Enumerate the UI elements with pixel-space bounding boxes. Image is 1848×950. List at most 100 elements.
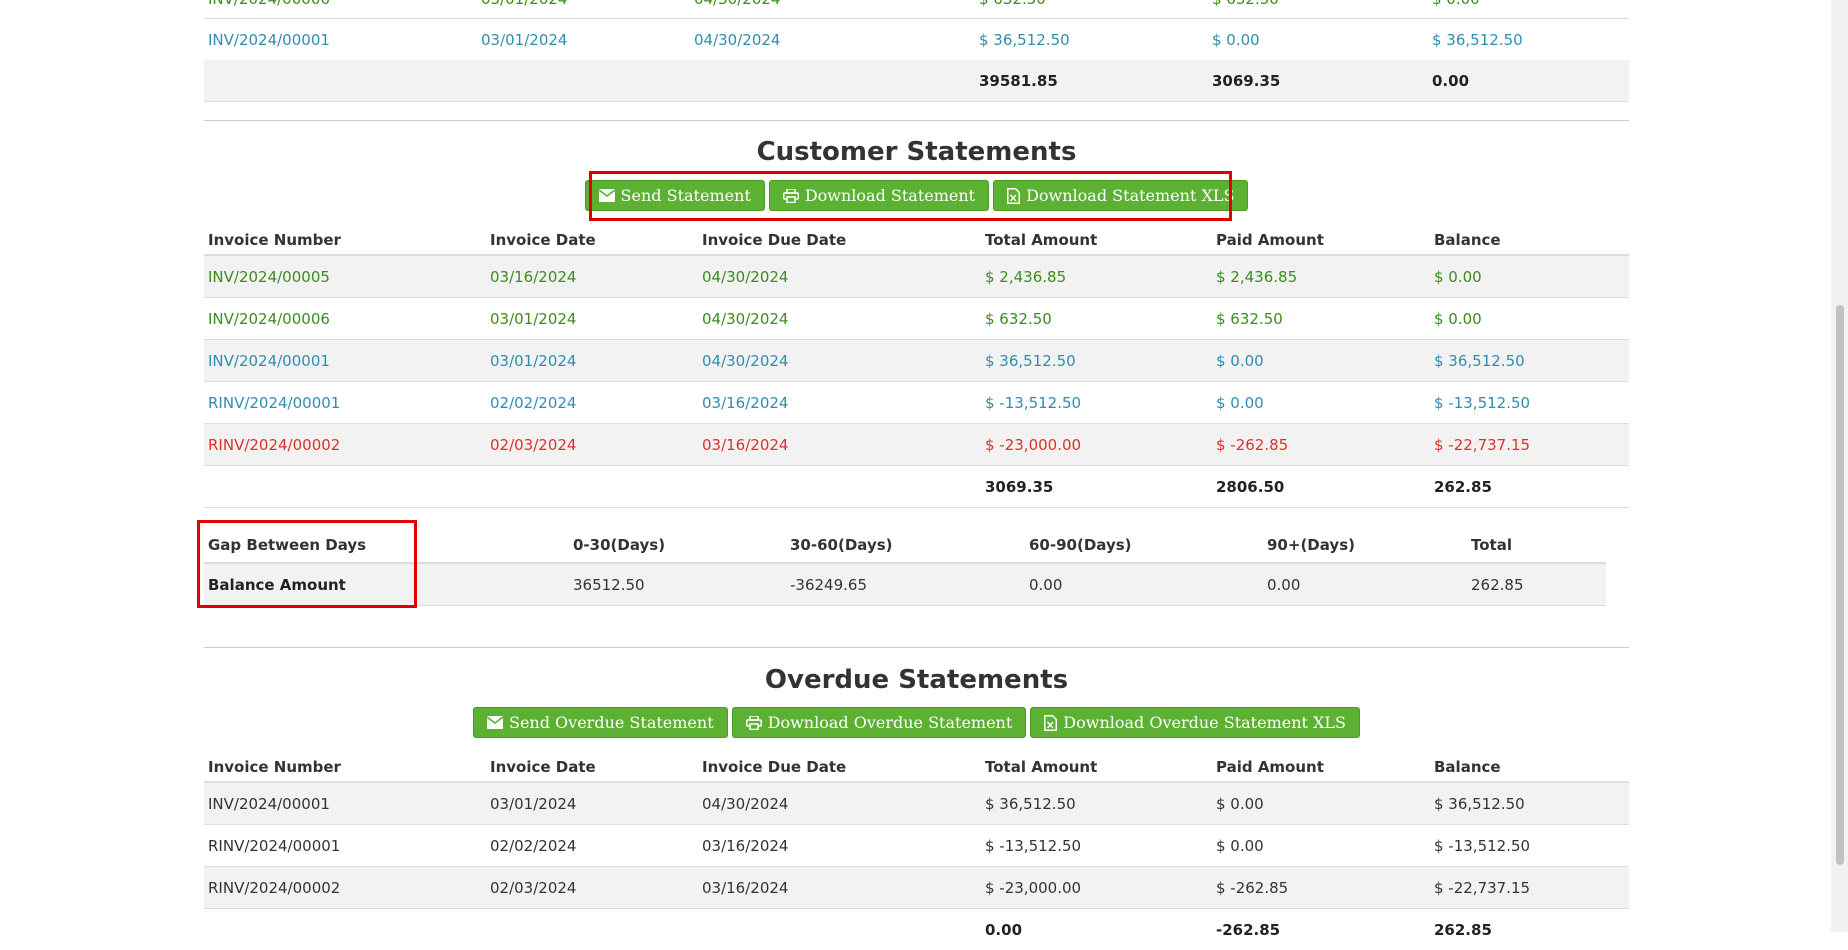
paid-amount: $ 2,436.85 [1216,267,1298,286]
row-divider [204,465,1629,466]
header-divider [204,562,1606,564]
table-row[interactable]: RINV/2024/00001 02/02/2024 03/16/2024 $ -13… [204,825,1629,866]
invoice-link[interactable]: RINV/2024/00001 [208,393,341,412]
invoice-link[interactable]: RINV/2024/00002 [208,878,341,897]
col-paid-amount: Paid Amount [1216,757,1324,776]
row-divider [204,824,1629,825]
invoice-link[interactable]: INV/2024/00001 [208,794,330,813]
due-date: 04/30/2024 [702,309,789,328]
row-divider [204,101,1629,102]
total-amount: $ 36,512.50 [985,351,1076,370]
download-overdue-statement-xls-button[interactable]: Download Overdue Statement XLS [1030,707,1360,738]
balance-sum: 262.85 [1434,920,1492,939]
invoice-link[interactable]: RINV/2024/00001 [208,836,341,855]
col-invoice-due-date: Invoice Due Date [702,230,847,249]
button-label: Download Statement XLS [1026,186,1235,205]
table-row[interactable]: RINV/2024/00002 02/03/2024 03/16/2024 $ -23… [204,867,1629,908]
due-date: 03/16/2024 [702,836,789,855]
balance-sum: 262.85 [1434,477,1492,496]
overdue-statement-actions: Send Overdue Statement Download Overdue … [204,707,1629,738]
col-total-amount: Total Amount [985,230,1098,249]
col-0-30-days: 0-30(Days) [573,536,666,554]
paid-amount: $ -262.85 [1216,435,1289,454]
customer-statement-actions: Send Statement Download Statement Downlo… [204,180,1629,211]
total-sum: 3069.35 [985,477,1054,496]
send-statement-button[interactable]: Send Statement [584,180,765,211]
invoice-date: 02/02/2024 [490,836,577,855]
button-label: Send Statement [620,186,751,205]
customer-table-header: Invoice Number Invoice Date Invoice Due … [204,219,1629,260]
total-amount: $ 632.50 [979,0,1046,19]
invoice-link[interactable]: INV/2024/00001 [208,30,330,49]
balance: $ 0.00 [1432,0,1480,19]
balance: $ 36,512.50 [1432,30,1523,49]
col-total-amount: Total Amount [985,757,1098,776]
table-row[interactable]: INV/2024/00005 03/16/2024 04/30/2024 $ 2,43… [204,256,1629,297]
download-statement-xls-button[interactable]: Download Statement XLS [993,180,1249,211]
balance: $ -22,737.15 [1434,878,1531,897]
row-divider [204,507,1629,508]
due-date: 04/30/2024 [702,794,789,813]
aging-30-60-value: -36249.65 [790,575,867,594]
col-60-90-days: 60-90(Days) [1029,536,1132,554]
balance: $ -22,737.15 [1434,435,1531,454]
overdue-table-header: Invoice Number Invoice Date Invoice Due … [204,746,1629,787]
paid-amount: $ 632.50 [1216,309,1283,328]
total-amount: $ -23,000.00 [985,878,1082,897]
vertical-scrollbar[interactable] [1831,0,1848,932]
section-divider [204,647,1629,648]
balance: $ -13,512.50 [1434,393,1531,412]
highlight-box-statement-buttons [589,171,1232,221]
paid-amount: $ 0.00 [1212,30,1260,49]
customer-statements-title: Customer Statements [756,137,1077,167]
total-amount: $ 2,436.85 [985,267,1067,286]
invoice-date: 02/02/2024 [490,393,577,412]
invoice-link[interactable]: RINV/2024/00002 [208,435,341,454]
col-balance: Balance [1434,230,1501,249]
scrollbar-thumb[interactable] [1836,305,1844,865]
send-overdue-statement-button[interactable]: Send Overdue Statement [472,707,728,738]
col-invoice-due-date: Invoice Due Date [702,757,847,776]
invoice-link[interactable]: INV/2024/00006 [208,309,330,328]
col-90-plus-days: 90+(Days) [1267,536,1355,554]
total-amount: $ 632.50 [985,309,1052,328]
printer-icon [745,715,762,730]
paid-amount: $ 0.00 [1216,351,1264,370]
table-row[interactable]: INV/2024/00001 03/01/2024 04/30/2024 $ 36,5… [204,340,1629,381]
button-label: Download Overdue Statement XLS [1063,713,1346,732]
paid-amount: $ 0.00 [1216,393,1264,412]
download-statement-button[interactable]: Download Statement [768,180,990,211]
table-row[interactable]: RINV/2024/00001 02/02/2024 03/16/2024 $ -13… [204,382,1629,423]
due-date: 04/30/2024 [694,0,780,19]
header-divider [204,781,1629,783]
highlight-box-aging-label [197,520,417,608]
balance: $ 36,512.50 [1434,794,1525,813]
paid-amount: $ 632.50 [1212,0,1279,19]
download-overdue-statement-button[interactable]: Download Overdue Statement [731,707,1027,738]
paid-amount: $ 0.00 [1216,794,1264,813]
table-row[interactable]: RINV/2024/00002 02/03/2024 03/16/2024 $ -23… [204,424,1629,465]
due-date: 03/16/2024 [702,435,789,454]
overdue-statements-title: Overdue Statements [764,665,1069,695]
invoice-date: 03/01/2024 [490,351,577,370]
table-row[interactable]: INV/2024/00001 03/01/2024 04/30/2024 $ 36,5… [204,783,1629,824]
section-divider [204,120,1629,121]
envelope-icon [486,716,503,729]
row-divider [204,423,1629,424]
totals-row: 39581.85 3069.35 0.00 [204,60,1629,101]
col-paid-amount: Paid Amount [1216,230,1324,249]
balance: $ -13,512.50 [1434,836,1531,855]
balance-sum: 0.00 [1432,71,1470,90]
due-date: 03/16/2024 [702,878,789,897]
table-row[interactable]: INV/2024/00006 03/01/2024 04/30/2024 $ 6… [204,0,1629,19]
invoice-link[interactable]: INV/2024/00006 [208,0,330,19]
paid-sum: -262.85 [1216,920,1281,939]
table-row[interactable]: INV/2024/00001 03/01/2024 04/30/2024 $ 3… [204,19,1629,60]
aging-total-value: 262.85 [1471,575,1524,594]
invoice-link[interactable]: INV/2024/00005 [208,267,330,286]
invoice-date: 03/01/2024 [481,0,567,19]
balance: $ 36,512.50 [1434,351,1525,370]
invoice-link[interactable]: INV/2024/00001 [208,351,330,370]
total-amount: $ 36,512.50 [979,30,1070,49]
table-row[interactable]: INV/2024/00006 03/01/2024 04/30/2024 $ 632.… [204,298,1629,339]
